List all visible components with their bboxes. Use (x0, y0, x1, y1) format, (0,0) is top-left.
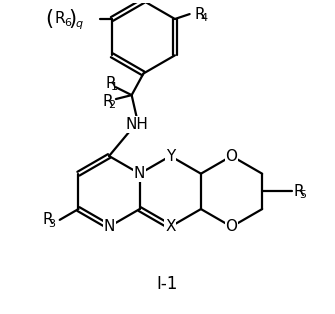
Text: R: R (105, 76, 116, 91)
Text: R: R (102, 94, 113, 109)
Text: R: R (293, 184, 304, 199)
Text: O: O (225, 149, 238, 164)
Text: R: R (42, 212, 53, 227)
Text: NH: NH (125, 117, 148, 132)
Text: (: ( (45, 9, 53, 29)
Text: q: q (76, 19, 83, 29)
Text: 5: 5 (299, 190, 307, 200)
Text: O: O (225, 219, 238, 234)
Text: Y: Y (166, 149, 175, 164)
Text: R: R (195, 7, 205, 22)
Text: 1: 1 (111, 82, 118, 92)
Text: 2: 2 (108, 100, 115, 110)
Text: R: R (55, 12, 65, 26)
Text: ): ) (69, 9, 77, 29)
Text: X: X (165, 219, 176, 234)
Text: N: N (134, 166, 145, 181)
Text: N: N (104, 219, 115, 234)
Text: 6: 6 (64, 18, 71, 28)
Text: 3: 3 (48, 219, 55, 229)
Text: I-1: I-1 (156, 275, 178, 293)
Text: 4: 4 (201, 13, 208, 23)
